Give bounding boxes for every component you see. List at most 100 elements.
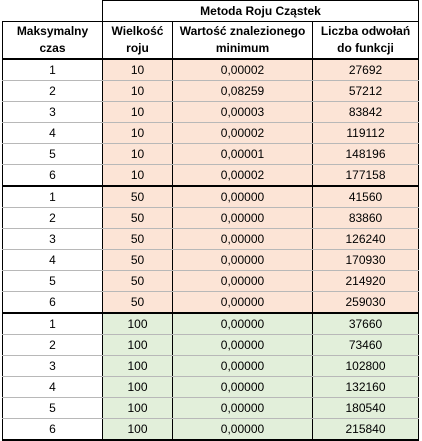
table-title: Metoda Roju Cząstek: [102, 0, 419, 22]
cell-value: 0,00002: [172, 122, 313, 144]
cell-calls: 57212: [312, 80, 419, 102]
table-row: 3 10 0,00003 83842: [2, 101, 419, 123]
cell-value: 0,00000: [172, 418, 313, 441]
cell-value: 0,00000: [172, 334, 313, 356]
cell-value: 0,00000: [172, 185, 313, 208]
cell-calls: 177158: [312, 164, 419, 187]
cell-time: 1: [2, 312, 103, 335]
cell-calls: 83842: [312, 101, 419, 123]
table-row: 3 100 0,00000 102800: [2, 355, 419, 377]
table-row: 4 50 0,00000 170930: [2, 249, 419, 271]
table-row: 6 10 0,00002 177158: [2, 164, 419, 187]
cell-value: 0,00002: [172, 164, 313, 187]
cell-time: 4: [2, 249, 103, 271]
cell-size: 100: [102, 376, 173, 398]
cell-value: 0,00000: [172, 207, 313, 229]
cell-time: 5: [2, 270, 103, 292]
header-time: Maksymalny czas: [2, 21, 103, 60]
cell-size: 10: [102, 164, 173, 187]
cell-time: 3: [2, 228, 103, 250]
cell-value: 0,00000: [172, 291, 313, 314]
cell-value: 0,00002: [172, 58, 313, 81]
cell-value: 0,00000: [172, 228, 313, 250]
table-row: 2 10 0,08259 57212: [2, 80, 419, 102]
cell-calls: 132160: [312, 376, 419, 398]
cell-time: 2: [2, 80, 103, 102]
cell-size: 50: [102, 291, 173, 314]
cell-calls: 83860: [312, 207, 419, 229]
cell-size: 10: [102, 143, 173, 165]
cell-time: 2: [2, 334, 103, 356]
cell-calls: 73460: [312, 334, 419, 356]
cell-time: 4: [2, 376, 103, 398]
cell-calls: 37660: [312, 312, 419, 335]
cell-size: 50: [102, 249, 173, 271]
cell-calls: 148196: [312, 143, 419, 165]
table-row: 1 50 0,00000 41560: [2, 185, 419, 208]
table-row: 4 10 0,00002 119112: [2, 122, 419, 144]
cell-value: 0,00000: [172, 270, 313, 292]
blank-corner-cell: [3, 1, 103, 22]
cell-time: 6: [2, 291, 103, 314]
cell-time: 1: [2, 58, 103, 81]
cell-time: 3: [2, 355, 103, 377]
cell-size: 100: [102, 312, 173, 335]
table-row: 5 50 0,00000 214920: [2, 270, 419, 292]
cell-size: 10: [102, 122, 173, 144]
cell-calls: 214920: [312, 270, 419, 292]
cell-time: 1: [2, 185, 103, 208]
table-body: 1 10 0,00002 27692 2 10 0,08259 57212 3 10 0,00003…: [2, 58, 419, 441]
cell-size: 100: [102, 355, 173, 377]
table-row: 2 50 0,00000 83860: [2, 207, 419, 229]
header-size: Wielkość roju: [102, 21, 173, 60]
table-row: 6 50 0,00000 259030: [2, 291, 419, 314]
cell-value: 0,00000: [172, 355, 313, 377]
cell-time: 2: [2, 207, 103, 229]
table-row: 4 100 0,00000 132160: [2, 376, 419, 398]
cell-size: 50: [102, 270, 173, 292]
title-row: Metoda Roju Cząstek: [3, 0, 419, 22]
table-row: 6 100 0,00000 215840: [2, 418, 419, 441]
table-row: 2 100 0,00000 73460: [2, 334, 419, 356]
cell-size: 100: [102, 397, 173, 419]
cell-calls: 27692: [312, 58, 419, 81]
cell-value: 0,00003: [172, 101, 313, 123]
cell-value: 0,00001: [172, 143, 313, 165]
table-row: 1 10 0,00002 27692: [2, 58, 419, 81]
cell-calls: 41560: [312, 185, 419, 208]
cell-size: 100: [102, 418, 173, 441]
cell-time: 6: [2, 164, 103, 187]
table-row: 5 100 0,00000 180540: [2, 397, 419, 419]
cell-size: 50: [102, 207, 173, 229]
cell-value: 0,00000: [172, 397, 313, 419]
cell-time: 5: [2, 397, 103, 419]
cell-value: 0,08259: [172, 80, 313, 102]
cell-calls: 119112: [312, 122, 419, 144]
cell-calls: 126240: [312, 228, 419, 250]
cell-time: 4: [2, 122, 103, 144]
cell-size: 100: [102, 334, 173, 356]
cell-value: 0,00000: [172, 312, 313, 335]
header-calls: Liczba odwołań do funkcji: [312, 21, 419, 60]
header-value: Wartość znalezionego minimum: [172, 21, 313, 60]
cell-size: 10: [102, 58, 173, 81]
cell-calls: 170930: [312, 249, 419, 271]
cell-size: 10: [102, 101, 173, 123]
cell-time: 3: [2, 101, 103, 123]
cell-value: 0,00000: [172, 376, 313, 398]
table-row: 3 50 0,00000 126240: [2, 228, 419, 250]
table-row: 5 10 0,00001 148196: [2, 143, 419, 165]
cell-size: 50: [102, 185, 173, 208]
cell-size: 10: [102, 80, 173, 102]
cell-size: 50: [102, 228, 173, 250]
header-row: Maksymalny czas Wielkość roju Wartość zn…: [2, 21, 419, 60]
cell-time: 6: [2, 418, 103, 441]
table-row: 1 100 0,00000 37660: [2, 312, 419, 335]
cell-calls: 102800: [312, 355, 419, 377]
cell-calls: 259030: [312, 291, 419, 314]
cell-time: 5: [2, 143, 103, 165]
cell-value: 0,00000: [172, 249, 313, 271]
cell-calls: 180540: [312, 397, 419, 419]
cell-calls: 215840: [312, 418, 419, 441]
